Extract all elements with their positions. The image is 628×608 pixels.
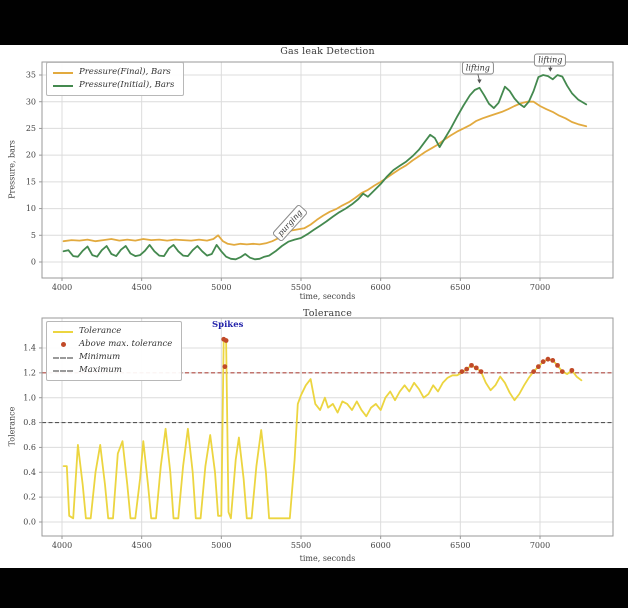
x-tick-label: 6500 <box>450 541 470 550</box>
above-max-marker <box>545 356 551 362</box>
y-tick-label: 1.4 <box>23 344 36 353</box>
legend-label: Pressure(Final), Bars <box>79 67 171 77</box>
legend-line-swatch <box>53 330 73 333</box>
above-max-marker <box>478 369 484 374</box>
legend-dash-swatch <box>53 369 73 372</box>
x-tick-label: 4500 <box>131 283 151 292</box>
tolerance-chart-title: Tolerance <box>302 308 353 319</box>
x-tick-label: 7000 <box>530 283 550 292</box>
legend-label: Above max. tolerance <box>79 339 173 349</box>
plot-border <box>41 61 614 279</box>
x-tick-label: 5500 <box>291 283 311 292</box>
x-tick-label: 5000 <box>211 541 231 550</box>
pressure-x-axis-label: time, seconds <box>299 292 356 301</box>
pressure-chart-title: Gas leak Detection <box>280 46 375 57</box>
annotation-lifting: lifting <box>461 61 494 75</box>
letterbox-top <box>0 0 628 45</box>
legend-label: Pressure(Initial), Bars <box>79 80 175 90</box>
x-tick-label: 6000 <box>370 283 390 292</box>
y-tick-label: 0.2 <box>23 493 36 502</box>
y-tick-label: 1.0 <box>23 393 36 402</box>
above-max-marker <box>559 369 565 374</box>
letterbox-bottom <box>0 568 628 608</box>
legend-item: Tolerance <box>53 325 172 338</box>
above-max-marker <box>569 367 575 373</box>
annotation-spikes: Spikes <box>212 319 244 330</box>
y-tick-label: 35 <box>26 71 36 80</box>
tolerance-chart: Tolerance Tolerance 4000 4500 5000 5500 6000… <box>0 305 628 568</box>
annotation-arrow <box>477 73 480 81</box>
above-max-marker <box>223 338 229 343</box>
above-max-marker <box>473 365 479 371</box>
tolerance-x-axis-label: time, seconds <box>299 554 356 563</box>
annotation-arrowhead <box>548 67 553 72</box>
above-max-marker <box>550 358 556 363</box>
x-tick-label: 7000 <box>530 541 550 550</box>
series-line <box>62 338 583 520</box>
y-tick-label: 30 <box>26 97 36 106</box>
x-tick-label: 4000 <box>52 541 72 550</box>
y-tick-label: 25 <box>26 124 36 133</box>
legend-line-swatch <box>53 71 73 74</box>
legend-dash-swatch <box>53 356 73 359</box>
above-max-marker <box>464 366 470 372</box>
tolerance-legend: Tolerance Above max. tolerance Minimum Maxi… <box>46 321 183 381</box>
pressure-legend: Pressure(Final), Bars Pressure(Initial), … <box>46 62 185 96</box>
x-tick-label: 6500 <box>450 283 470 292</box>
y-tick-label: 0 <box>31 258 36 267</box>
x-tick-label: 5500 <box>291 541 311 550</box>
above-max-marker <box>459 369 465 374</box>
legend-label: Maximum <box>79 365 122 375</box>
plot-border <box>41 317 614 537</box>
pressure-plot-svg: 4000 4500 5000 5500 6000 6500 7000 0 5 10 15 20 25 30… <box>26 61 614 292</box>
legend-item: Maximum <box>53 364 172 377</box>
annotation-arrowhead <box>477 79 482 84</box>
y-tick-label: 20 <box>26 151 36 160</box>
y-tick-label: 0.8 <box>23 418 36 427</box>
y-tick-label: 0.6 <box>23 443 36 452</box>
legend-line-swatch <box>53 84 73 87</box>
annotation-lifting: lifting <box>534 53 567 67</box>
above-max-marker <box>469 362 474 368</box>
y-tick-label: 0.4 <box>23 468 36 477</box>
legend-item: Pressure(Initial), Bars <box>53 79 174 92</box>
y-tick-label: 1.2 <box>23 368 36 377</box>
x-tick-label: 4500 <box>131 541 151 550</box>
series-line <box>62 74 588 261</box>
figure-canvas: Gas leak Detection Pressure, bars 4000 45… <box>0 45 628 568</box>
above-max-marker <box>222 364 228 370</box>
legend-item: Minimum <box>53 351 172 364</box>
legend-dot-swatch <box>53 342 73 347</box>
y-tick-label: 10 <box>26 204 36 213</box>
above-max-marker <box>540 359 546 365</box>
y-tick-label: 0.0 <box>23 518 36 527</box>
above-max-marker <box>531 369 537 374</box>
above-max-marker <box>555 362 560 368</box>
y-tick-label: 15 <box>26 177 36 186</box>
y-tick-label: 5 <box>31 231 36 240</box>
x-tick-label: 4000 <box>52 283 72 292</box>
pressure-chart: Gas leak Detection Pressure, bars 4000 45… <box>0 45 628 305</box>
x-tick-label: 6000 <box>370 541 390 550</box>
legend-label: Minimum <box>79 352 121 362</box>
above-max-marker <box>536 364 541 370</box>
legend-item: Above max. tolerance <box>53 338 172 351</box>
x-tick-label: 5000 <box>211 283 231 292</box>
series-line <box>62 100 588 246</box>
legend-label: Tolerance <box>79 326 122 336</box>
legend-item: Pressure(Final), Bars <box>53 66 174 79</box>
